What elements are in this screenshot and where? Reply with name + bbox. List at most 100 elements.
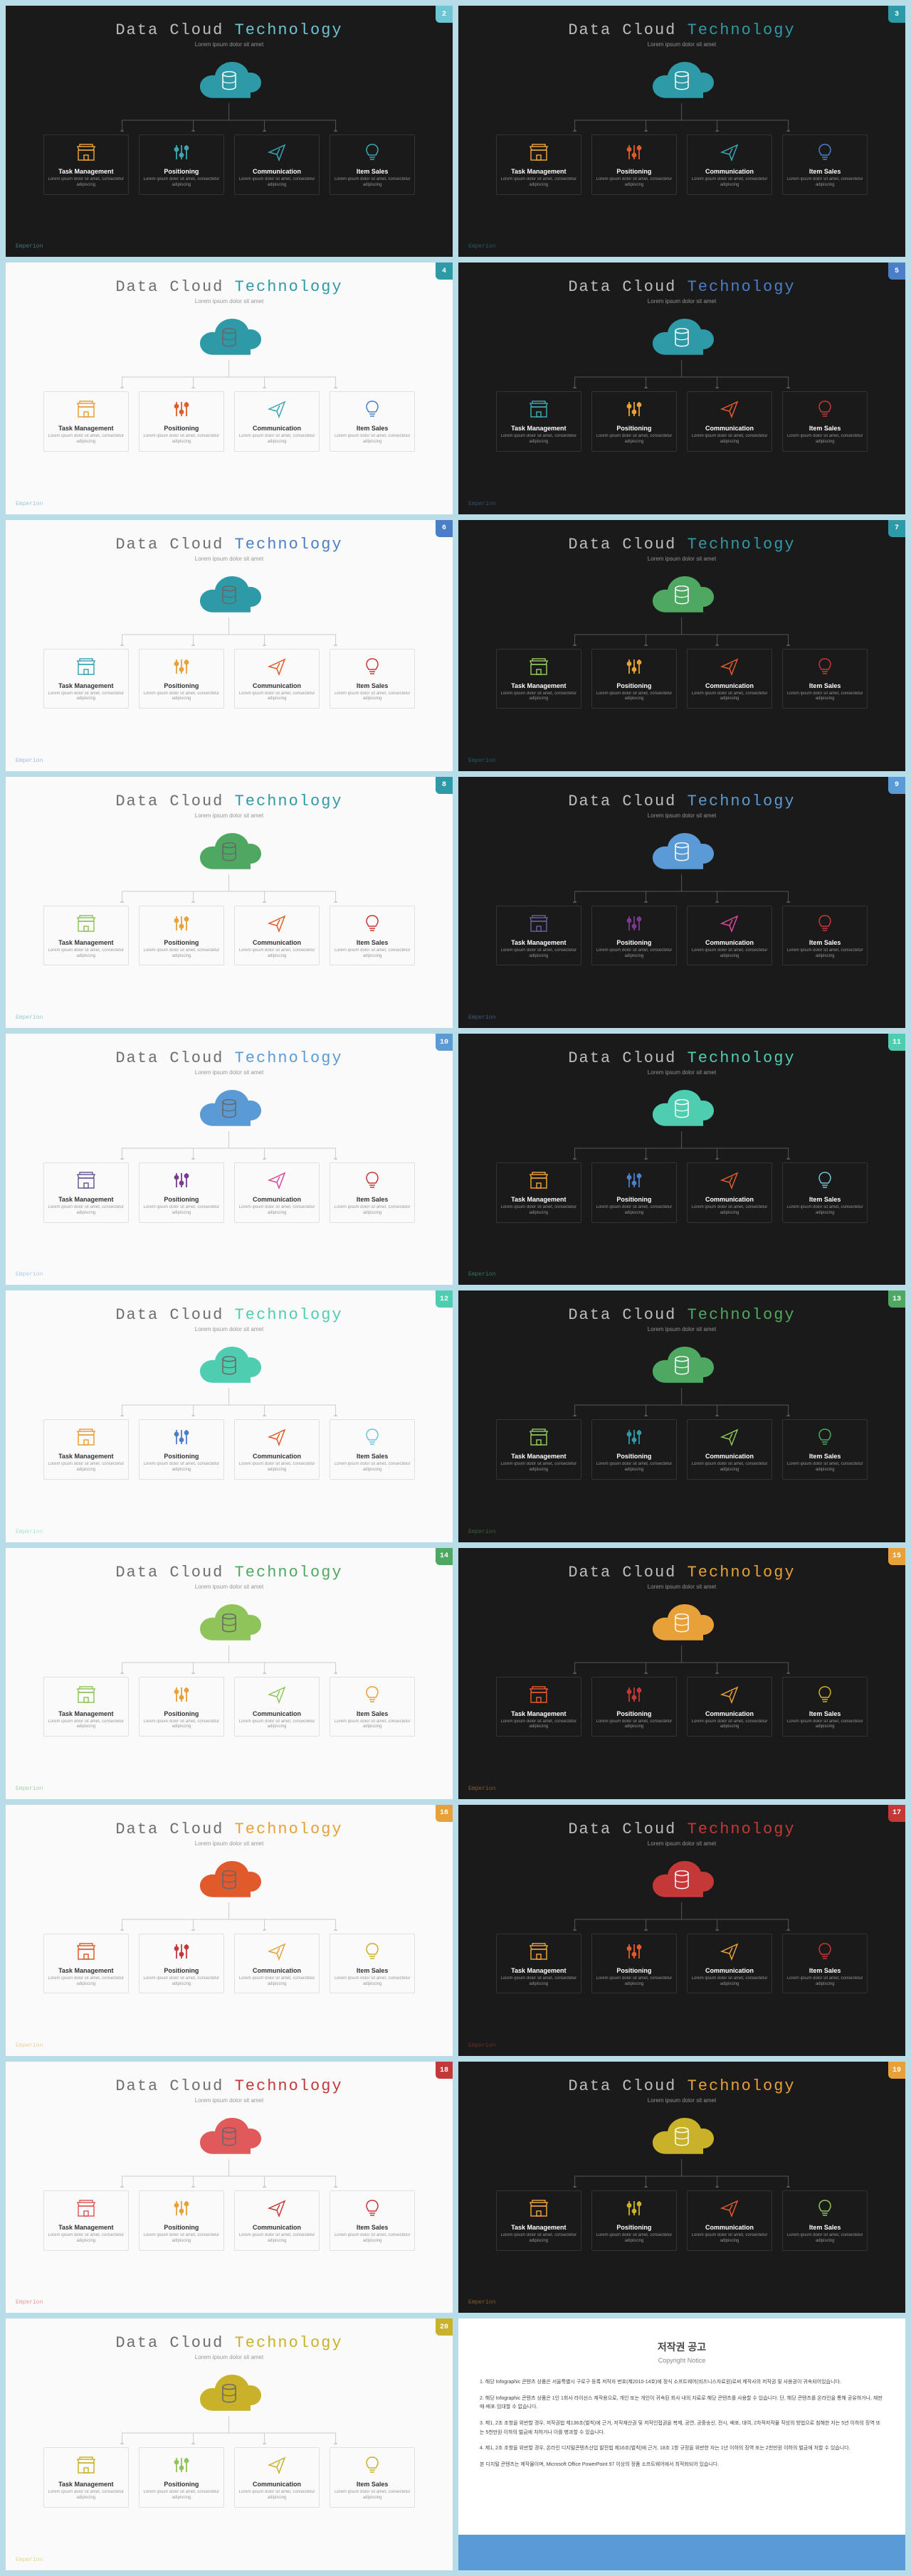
slide-19: 19Data Cloud TechnologyLorem ipsum dolor…: [458, 2062, 905, 2313]
slide-title: Data Cloud Technology: [568, 21, 795, 39]
item-desc: Lorem ipsum dolor sit amet, consectetur …: [690, 1719, 769, 1731]
item-3: Item SalesLorem ipsum dolor sit amet, co…: [330, 391, 415, 452]
item-title: Positioning: [595, 2224, 673, 2231]
notice-paragraph: 1. 해당 Infographic 콘텐츠 상품은 서울특별시 구로구 등록 저…: [480, 2378, 884, 2387]
item-icon: [786, 141, 864, 164]
item-desc: Lorem ipsum dolor sit amet, consectetur …: [690, 1205, 769, 1217]
slide-subtitle: Lorem ipsum dolor sit amet: [195, 41, 263, 48]
item-2: CommunicationLorem ipsum dolor sit amet,…: [687, 649, 772, 709]
item-icon: [786, 398, 864, 420]
slide-number-badge: 19: [888, 2062, 905, 2079]
item-title: Item Sales: [333, 1453, 411, 1460]
item-icon: [238, 1683, 316, 1706]
item-0: Task ManagementLorem ipsum dolor sit ame…: [43, 134, 129, 195]
item-title: Communication: [690, 425, 769, 432]
slide-subtitle: Lorem ipsum dolor sit amet: [648, 556, 716, 562]
slide-13: 13Data Cloud TechnologyLorem ipsum dolor…: [458, 1290, 905, 1542]
item-desc: Lorem ipsum dolor sit amet, consectetur …: [47, 177, 125, 189]
item-desc: Lorem ipsum dolor sit amet, consectetur …: [786, 948, 864, 960]
item-desc: Lorem ipsum dolor sit amet, consectetur …: [47, 691, 125, 703]
item-2: CommunicationLorem ipsum dolor sit amet,…: [234, 1934, 320, 1994]
footer-brand: Emperion: [16, 1786, 43, 1792]
slide-14: 14Data Cloud TechnologyLorem ipsum dolor…: [6, 1548, 453, 1799]
slide-number-badge: 10: [436, 1034, 453, 1051]
items-row: Task ManagementLorem ipsum dolor sit ame…: [43, 1934, 416, 1994]
slide-number-badge: 7: [888, 520, 905, 537]
item-3: Item SalesLorem ipsum dolor sit amet, co…: [330, 1934, 415, 1994]
item-2: CommunicationLorem ipsum dolor sit amet,…: [234, 906, 320, 966]
item-desc: Lorem ipsum dolor sit amet, consectetur …: [500, 177, 578, 189]
item-icon: [786, 1683, 864, 1706]
cloud-icon: [194, 1860, 265, 1902]
item-desc: Lorem ipsum dolor sit amet, consectetur …: [333, 434, 411, 445]
item-desc: Lorem ipsum dolor sit amet, consectetur …: [47, 1462, 125, 1473]
item-0: Task ManagementLorem ipsum dolor sit ame…: [496, 1677, 581, 1737]
slide-number-badge: 6: [436, 520, 453, 537]
item-icon: [690, 1426, 769, 1448]
slide-number-badge: 20: [436, 2318, 453, 2336]
item-desc: Lorem ipsum dolor sit amet, consectetur …: [500, 1205, 578, 1217]
item-desc: Lorem ipsum dolor sit amet, consectetur …: [333, 1462, 411, 1473]
item-desc: Lorem ipsum dolor sit amet, consectetur …: [142, 1205, 221, 1217]
database-icon: [674, 2127, 690, 2151]
item-title: Task Management: [47, 1967, 125, 1974]
item-icon: [690, 655, 769, 678]
item-title: Item Sales: [786, 1710, 864, 1717]
notice-paragraph: 4. 제1, 2조 조항을 위반할 경우, 온라인 디지털콘텐츠산업 발전법 제…: [480, 2444, 884, 2454]
items-row: Task ManagementLorem ipsum dolor sit ame…: [496, 649, 868, 709]
item-1: PositioningLorem ipsum dolor sit amet, c…: [139, 2447, 224, 2508]
item-icon: [500, 1169, 578, 1192]
item-desc: Lorem ipsum dolor sit amet, consectetur …: [333, 948, 411, 960]
item-2: CommunicationLorem ipsum dolor sit amet,…: [687, 1934, 772, 1994]
item-desc: Lorem ipsum dolor sit amet, consectetur …: [690, 948, 769, 960]
slide-subtitle: Lorem ipsum dolor sit amet: [648, 1326, 716, 1332]
cloud-icon: [646, 2116, 717, 2159]
item-desc: Lorem ipsum dolor sit amet, consectetur …: [690, 1462, 769, 1473]
item-icon: [500, 398, 578, 420]
item-desc: Lorem ipsum dolor sit amet, consectetur …: [500, 1462, 578, 1473]
item-icon: [47, 141, 125, 164]
item-icon: [690, 1940, 769, 1963]
item-title: Task Management: [47, 425, 125, 432]
item-icon: [142, 1169, 221, 1192]
item-title: Item Sales: [333, 2481, 411, 2488]
item-icon: [333, 141, 411, 164]
slide-10: 10Data Cloud TechnologyLorem ipsum dolor…: [6, 1034, 453, 1285]
slide-5: 5Data Cloud TechnologyLorem ipsum dolor …: [458, 263, 905, 514]
item-icon: [142, 141, 221, 164]
item-icon: [690, 398, 769, 420]
item-icon: [500, 1683, 578, 1706]
item-icon: [500, 912, 578, 935]
slide-title: Data Cloud Technology: [568, 1564, 795, 1581]
slide-subtitle: Lorem ipsum dolor sit amet: [648, 1069, 716, 1076]
item-desc: Lorem ipsum dolor sit amet, consectetur …: [595, 1719, 673, 1731]
slide-subtitle: Lorem ipsum dolor sit amet: [648, 1584, 716, 1590]
cloud-icon: [646, 1345, 717, 1388]
footer-brand: Emperion: [468, 1529, 495, 1535]
item-desc: Lorem ipsum dolor sit amet, consectetur …: [142, 2490, 221, 2501]
item-icon: [142, 1940, 221, 1963]
footer-brand: Emperion: [16, 243, 43, 250]
footer-brand: Emperion: [468, 2042, 495, 2049]
item-1: PositioningLorem ipsum dolor sit amet, c…: [139, 391, 224, 452]
item-title: Task Management: [500, 1710, 578, 1717]
slide-subtitle: Lorem ipsum dolor sit amet: [648, 41, 716, 48]
item-title: Positioning: [595, 1453, 673, 1460]
item-title: Communication: [238, 425, 316, 432]
item-title: Item Sales: [333, 939, 411, 946]
item-icon: [786, 912, 864, 935]
item-title: Item Sales: [786, 682, 864, 689]
slide-number-badge: 8: [436, 777, 453, 794]
item-icon: [786, 1426, 864, 1448]
item-2: CommunicationLorem ipsum dolor sit amet,…: [687, 391, 772, 452]
slide-subtitle: Lorem ipsum dolor sit amet: [648, 812, 716, 819]
item-3: Item SalesLorem ipsum dolor sit amet, co…: [330, 134, 415, 195]
item-3: Item SalesLorem ipsum dolor sit amet, co…: [330, 1162, 415, 1223]
item-desc: Lorem ipsum dolor sit amet, consectetur …: [500, 434, 578, 445]
item-2: CommunicationLorem ipsum dolor sit amet,…: [234, 134, 320, 195]
item-title: Positioning: [142, 2224, 221, 2231]
slide-subtitle: Lorem ipsum dolor sit amet: [195, 1069, 263, 1076]
item-icon: [333, 398, 411, 420]
item-3: Item SalesLorem ipsum dolor sit amet, co…: [782, 649, 868, 709]
item-title: Positioning: [142, 939, 221, 946]
